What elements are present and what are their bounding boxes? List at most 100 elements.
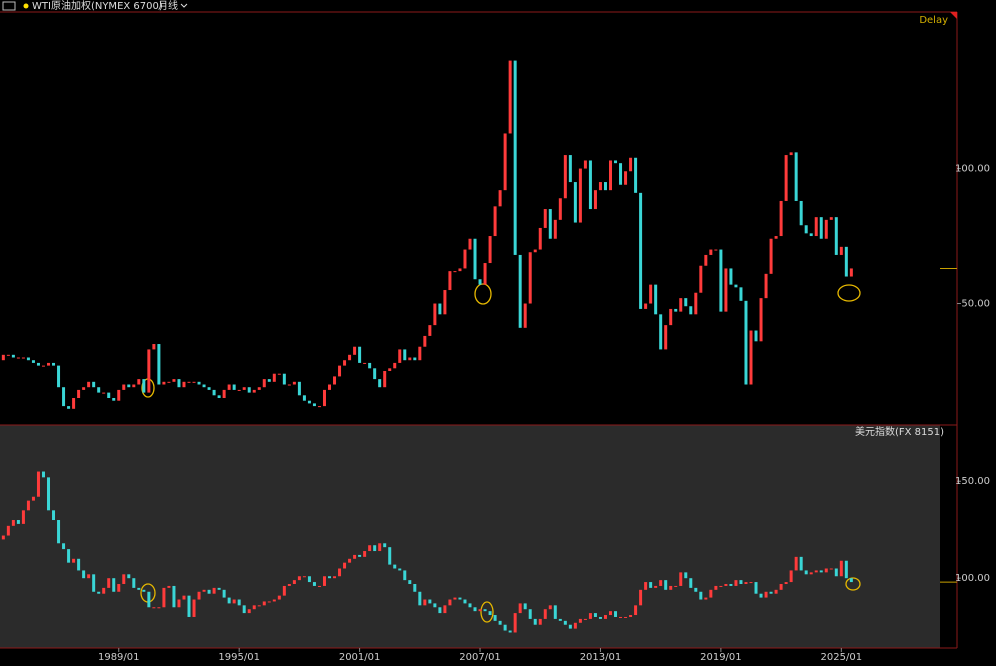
candle [47, 362, 51, 366]
candle [147, 591, 151, 608]
candle [117, 584, 121, 592]
candle [463, 599, 467, 604]
candle [669, 585, 673, 590]
candle [112, 578, 116, 592]
candle [11, 520, 15, 526]
candle [498, 190, 502, 207]
candle [709, 249, 713, 255]
candle [348, 354, 352, 361]
candle [694, 292, 698, 315]
candle [122, 384, 126, 390]
candle [649, 284, 653, 304]
candle [724, 584, 728, 586]
candle [217, 587, 221, 590]
chart-title: 美元指数(FX 8151) [855, 425, 944, 438]
candle [518, 603, 522, 614]
candle [468, 238, 472, 250]
candle [593, 190, 597, 210]
candle [689, 306, 693, 315]
candle [277, 373, 281, 375]
candle [624, 616, 628, 618]
candle [759, 593, 763, 598]
candle [72, 558, 76, 563]
candle [423, 335, 427, 347]
candle [132, 578, 136, 588]
candle [232, 384, 236, 390]
candle [473, 238, 477, 280]
candle [839, 560, 843, 577]
candle [16, 357, 20, 359]
candle [563, 620, 567, 625]
candle [423, 599, 427, 606]
candle [513, 60, 517, 255]
candle [789, 570, 793, 583]
candle [107, 578, 111, 588]
candle [87, 574, 91, 579]
candle [398, 568, 402, 571]
candle [192, 381, 196, 383]
switch-icon[interactable] [2, 1, 16, 11]
candle [734, 580, 738, 586]
candle [794, 152, 798, 201]
candle [558, 618, 562, 621]
candle [809, 572, 813, 575]
candle [699, 265, 703, 293]
candle [182, 595, 186, 600]
candle [408, 357, 412, 361]
candle [227, 384, 231, 390]
candle [453, 271, 457, 273]
candle [212, 389, 216, 396]
candle [558, 198, 562, 220]
candle [528, 609, 532, 619]
candle [799, 200, 803, 226]
candle [468, 603, 472, 608]
candle [493, 206, 497, 237]
candle [1, 354, 5, 361]
candle [568, 624, 572, 629]
candle [438, 303, 442, 315]
candle [804, 225, 808, 234]
candle [127, 574, 131, 579]
candle [583, 618, 587, 620]
candle [458, 268, 462, 272]
candle [453, 597, 457, 600]
candle [478, 609, 482, 612]
candle [317, 585, 321, 587]
candle [719, 249, 723, 312]
dropdown-arrow[interactable] [180, 3, 188, 8]
candle [714, 585, 718, 590]
candle [62, 387, 66, 407]
candle [794, 556, 798, 571]
candle [553, 219, 557, 239]
candle [393, 564, 397, 569]
candle [824, 219, 828, 239]
candle [41, 365, 45, 367]
candle [222, 389, 226, 399]
candle [744, 300, 748, 385]
candle [588, 160, 592, 210]
candle [363, 551, 367, 557]
candle [508, 630, 512, 633]
candle [257, 387, 261, 390]
candle [302, 395, 306, 401]
candle [684, 572, 688, 579]
candle [528, 252, 532, 304]
candle [659, 580, 663, 586]
candle [272, 373, 276, 382]
candle [373, 368, 377, 380]
annotations [140, 283, 861, 623]
candle [503, 133, 507, 191]
candle [52, 362, 56, 366]
candle [418, 591, 422, 606]
candle [16, 520, 20, 524]
candle [834, 568, 838, 577]
candle [317, 406, 321, 408]
candle [363, 362, 367, 364]
candle [814, 217, 818, 237]
candle [388, 547, 392, 565]
candle [322, 389, 326, 407]
period-selector[interactable]: 月线 [158, 0, 178, 12]
candle [804, 570, 808, 575]
candle [36, 471, 40, 497]
candle [523, 303, 527, 328]
